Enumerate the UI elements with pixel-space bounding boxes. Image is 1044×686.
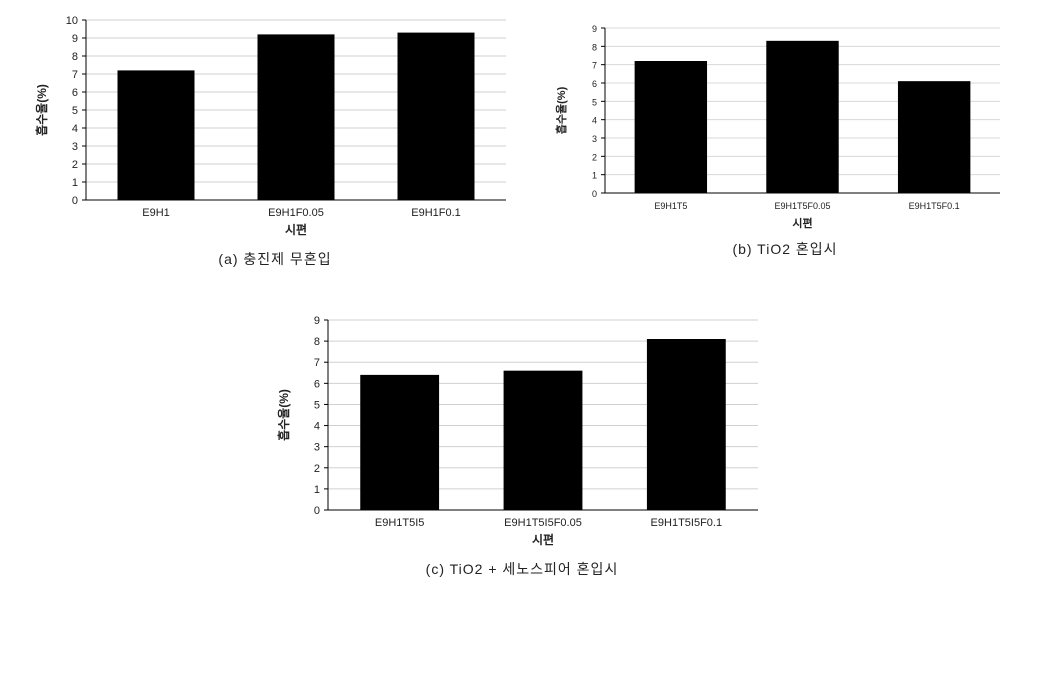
svg-text:E9H1: E9H1 xyxy=(142,207,170,219)
svg-text:1: 1 xyxy=(314,484,320,496)
svg-text:2: 2 xyxy=(72,159,78,171)
svg-text:5: 5 xyxy=(592,97,597,107)
svg-text:0: 0 xyxy=(314,505,320,517)
figure-container: 012345678910E9H1E9H1F0.05E9H1F0.1흡수율(%)시… xyxy=(0,0,1044,686)
svg-text:시편: 시편 xyxy=(532,532,554,547)
chart-b-svg-wrap: 0 1 2 3 4 5 6 7 8 9 E9H1T5 E9H1T5F0.05 E9H1T5F0.1 흡수율… xyxy=(545,20,1025,235)
chart-a-svg: 0 1 2 3 4 5 6 7 8 9 10 E9H1 E9H1F0.05 E9H1F0.1 흡수율(%) 시… xyxy=(20,10,520,240)
svg-text:6: 6 xyxy=(72,87,78,99)
svg-text:흡수율(%): 흡수율(%) xyxy=(276,389,291,441)
svg-text:E9H1T5: E9H1T5 xyxy=(654,201,687,211)
chart-c-svg-wrap: 0 1 2 3 4 5 6 7 8 9 E9H1T5I5 E9H1T5I5F0.05 E9H1T5I5F… xyxy=(262,310,782,555)
svg-text:5: 5 xyxy=(314,399,320,411)
svg-text:흡수율(%): 흡수율(%) xyxy=(34,84,49,136)
svg-text:4: 4 xyxy=(72,123,78,135)
svg-text:흡수율(%): 흡수율(%) xyxy=(554,86,568,134)
chart-c-svg: 0 1 2 3 4 5 6 7 8 9 E9H1T5I5 E9H1T5I5F0.05 E9H1T5I5F… xyxy=(262,310,772,550)
svg-text:3: 3 xyxy=(314,442,320,454)
chart-b-block: 0 1 2 3 4 5 6 7 8 9 E9H1T5 E9H1T5F0.05 E9H1T5F0.1 흡수율… xyxy=(545,20,1025,259)
svg-text:1: 1 xyxy=(72,177,78,189)
svg-text:8: 8 xyxy=(72,51,78,63)
svg-text:5: 5 xyxy=(72,105,78,117)
svg-text:8: 8 xyxy=(592,42,597,52)
svg-text:9: 9 xyxy=(72,33,78,45)
svg-text:8: 8 xyxy=(314,336,320,348)
svg-text:1: 1 xyxy=(592,171,597,181)
svg-text:10: 10 xyxy=(66,15,78,27)
chart-a-caption: (a) 충진제 무혼입 xyxy=(20,249,530,269)
svg-text:7: 7 xyxy=(592,61,597,71)
svg-text:4: 4 xyxy=(314,421,320,433)
svg-text:E9H1F0.1: E9H1F0.1 xyxy=(411,207,461,219)
svg-text:0: 0 xyxy=(72,195,78,207)
svg-text:E9H1T5I5F0.1: E9H1T5I5F0.1 xyxy=(651,517,723,529)
svg-text:2: 2 xyxy=(592,152,597,162)
svg-text:0: 0 xyxy=(592,189,597,199)
svg-text:7: 7 xyxy=(314,357,320,369)
chart-b-caption: (b) TiO2 혼입시 xyxy=(545,239,1025,259)
svg-text:6: 6 xyxy=(314,378,320,390)
svg-text:시편: 시편 xyxy=(285,222,307,237)
svg-text:3: 3 xyxy=(72,141,78,153)
chart-a-block: 0 1 2 3 4 5 6 7 8 9 10 E9H1 E9H1F0.05 E9H1F0.1 흡수율(%) 시… xyxy=(20,10,530,269)
svg-text:E9H1F0.05: E9H1F0.05 xyxy=(268,207,324,219)
svg-text:6: 6 xyxy=(592,79,597,89)
svg-text:E9H1T5I5F0.05: E9H1T5I5F0.05 xyxy=(504,517,582,529)
svg-text:E9H1T5F0.05: E9H1T5F0.05 xyxy=(774,201,830,211)
svg-text:9: 9 xyxy=(314,315,320,327)
chart-c-block: 0 1 2 3 4 5 6 7 8 9 E9H1T5I5 E9H1T5I5F0.05 E9H1T5I5F… xyxy=(262,310,782,579)
svg-text:시편: 시편 xyxy=(792,216,812,230)
svg-text:E9H1T5I5: E9H1T5I5 xyxy=(375,517,425,529)
svg-text:3: 3 xyxy=(592,134,597,144)
svg-text:2: 2 xyxy=(314,463,320,475)
chart-b-svg: 0 1 2 3 4 5 6 7 8 9 E9H1T5 E9H1T5F0.05 E9H1T5F0.1 흡수율… xyxy=(545,20,1015,230)
svg-text:7: 7 xyxy=(72,69,78,81)
chart-c-caption: (c) TiO2 + 세노스피어 혼입시 xyxy=(262,559,782,579)
chart-a-svg-wrap: 0 1 2 3 4 5 6 7 8 9 10 E9H1 E9H1F0.05 E9H1F0.1 흡수율(%) 시… xyxy=(20,10,530,245)
svg-text:E9H1T5F0.1: E9H1T5F0.1 xyxy=(909,201,960,211)
svg-text:4: 4 xyxy=(592,116,597,126)
svg-text:9: 9 xyxy=(592,24,597,34)
